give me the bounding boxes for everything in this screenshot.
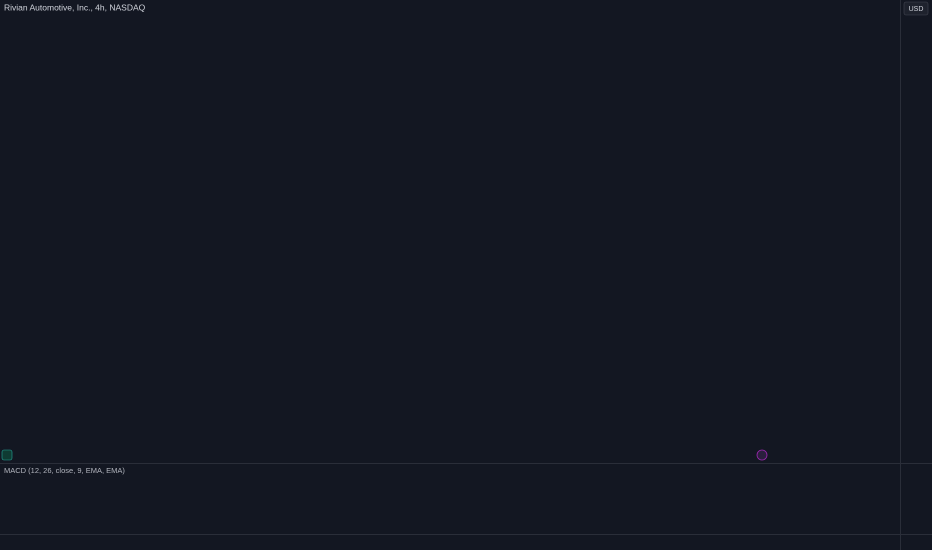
dividend-icon[interactable] [756, 449, 768, 461]
currency-label: USD [909, 6, 924, 13]
earnings-icon[interactable] [1, 449, 13, 461]
chart-title: Rivian Automotive, Inc., 4h, NASDAQ [4, 2, 146, 12]
currency-box[interactable] [903, 1, 929, 16]
indicator-title: MACD (12, 26, close, 9, EMA, EMA) [4, 466, 125, 475]
